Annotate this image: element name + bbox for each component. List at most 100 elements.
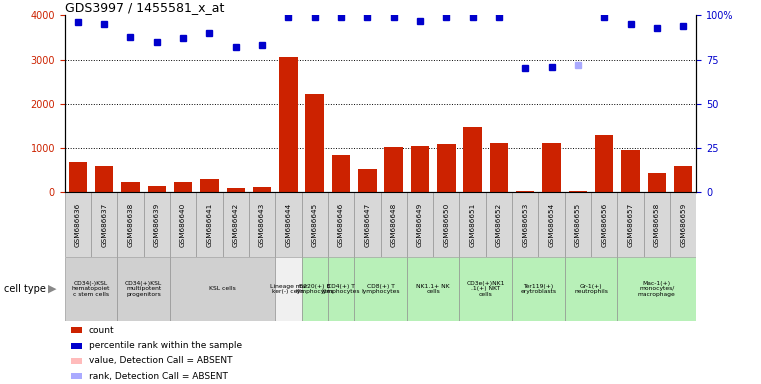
Bar (565, 257, 617, 321)
Bar (65, 257, 117, 321)
Bar (170, 192, 196, 257)
Bar (433, 192, 460, 257)
Text: GSM686638: GSM686638 (128, 202, 133, 247)
Bar (407, 257, 460, 321)
Text: GSM686639: GSM686639 (154, 202, 160, 247)
Bar (384, 147, 403, 192)
Bar (437, 144, 456, 192)
Text: GSM686654: GSM686654 (549, 202, 555, 247)
Text: GSM686645: GSM686645 (312, 202, 317, 247)
Bar (617, 257, 696, 321)
Bar (305, 94, 324, 192)
Text: GSM686650: GSM686650 (444, 202, 449, 247)
Bar (227, 189, 245, 192)
Bar (460, 192, 486, 257)
Bar (411, 146, 429, 192)
Text: value, Detection Call = ABSENT: value, Detection Call = ABSENT (89, 356, 232, 366)
Bar (512, 257, 565, 321)
Text: Mac-1(+)
monocytes/
macrophage: Mac-1(+) monocytes/ macrophage (638, 281, 676, 297)
Bar (358, 169, 377, 192)
Text: Gr-1(+)
neutrophils: Gr-1(+) neutrophils (574, 284, 608, 294)
Text: GSM686653: GSM686653 (522, 202, 528, 247)
Bar (117, 192, 144, 257)
Bar (275, 192, 301, 257)
Bar (223, 192, 249, 257)
Bar (595, 135, 613, 192)
Text: GSM686644: GSM686644 (285, 202, 291, 247)
Bar (460, 257, 512, 321)
Bar (648, 173, 666, 192)
Bar (644, 192, 670, 257)
Text: NK1.1+ NK
cells: NK1.1+ NK cells (416, 284, 450, 294)
Bar (275, 257, 301, 321)
Bar (249, 192, 275, 257)
Bar (621, 150, 640, 192)
Text: rank, Detection Call = ABSENT: rank, Detection Call = ABSENT (89, 372, 228, 381)
Text: GSM686657: GSM686657 (628, 202, 633, 247)
Text: GSM686651: GSM686651 (470, 202, 476, 247)
Text: ▶: ▶ (47, 284, 56, 294)
Text: Ter119(+)
erytroblasts: Ter119(+) erytroblasts (521, 284, 556, 294)
Bar (674, 166, 693, 192)
Bar (117, 257, 170, 321)
Text: GSM686655: GSM686655 (575, 202, 581, 247)
Bar (332, 155, 350, 192)
Bar (407, 192, 433, 257)
Bar (490, 144, 508, 192)
Bar (200, 179, 218, 192)
Bar (463, 127, 482, 192)
Text: GSM686648: GSM686648 (390, 202, 396, 247)
Text: GSM686656: GSM686656 (601, 202, 607, 247)
Text: Lineage mar
ker(-) cells: Lineage mar ker(-) cells (269, 284, 307, 294)
Bar (65, 192, 91, 257)
Text: CD4(+) T
lymphocytes: CD4(+) T lymphocytes (322, 284, 360, 294)
Text: GSM686652: GSM686652 (496, 202, 502, 247)
Bar (121, 182, 140, 192)
Bar (95, 166, 113, 192)
Bar (568, 191, 587, 192)
Bar (539, 192, 565, 257)
Text: GSM686649: GSM686649 (417, 202, 423, 247)
Bar (354, 257, 407, 321)
Text: GSM686646: GSM686646 (338, 202, 344, 247)
Text: cell type: cell type (4, 284, 46, 294)
Bar (71, 373, 82, 379)
Bar (71, 358, 82, 364)
Text: CD3e(+)NK1
.1(+) NKT
cells: CD3e(+)NK1 .1(+) NKT cells (466, 281, 505, 297)
Bar (279, 57, 298, 192)
Bar (543, 142, 561, 192)
Text: GSM686636: GSM686636 (75, 202, 81, 247)
Bar (68, 162, 87, 192)
Bar (170, 257, 275, 321)
Bar (354, 192, 380, 257)
Bar (617, 192, 644, 257)
Bar (253, 187, 271, 192)
Bar (71, 343, 82, 349)
Text: percentile rank within the sample: percentile rank within the sample (89, 341, 242, 350)
Bar (144, 192, 170, 257)
Text: GSM686637: GSM686637 (101, 202, 107, 247)
Bar (328, 192, 354, 257)
Text: CD8(+) T
lymphocytes: CD8(+) T lymphocytes (361, 284, 400, 294)
Bar (670, 192, 696, 257)
Text: GSM686659: GSM686659 (680, 202, 686, 247)
Bar (196, 192, 222, 257)
Bar (591, 192, 617, 257)
Text: GSM686641: GSM686641 (206, 202, 212, 247)
Bar (91, 192, 117, 257)
Text: GSM686640: GSM686640 (180, 202, 186, 247)
Bar (516, 191, 534, 192)
Bar (512, 192, 539, 257)
Text: GSM686642: GSM686642 (233, 202, 239, 247)
Text: KSL cells: KSL cells (209, 286, 236, 291)
Bar (301, 257, 328, 321)
Text: CD34(+)KSL
multipotent
progenitors: CD34(+)KSL multipotent progenitors (125, 281, 162, 297)
Text: GSM686658: GSM686658 (654, 202, 660, 247)
Bar (148, 186, 166, 192)
Text: count: count (89, 326, 114, 335)
Text: GSM686643: GSM686643 (259, 202, 265, 247)
Text: GDS3997 / 1455581_x_at: GDS3997 / 1455581_x_at (65, 1, 224, 14)
Text: B220(+) B
lymphocytes: B220(+) B lymphocytes (295, 284, 334, 294)
Bar (71, 327, 82, 333)
Bar (486, 192, 512, 257)
